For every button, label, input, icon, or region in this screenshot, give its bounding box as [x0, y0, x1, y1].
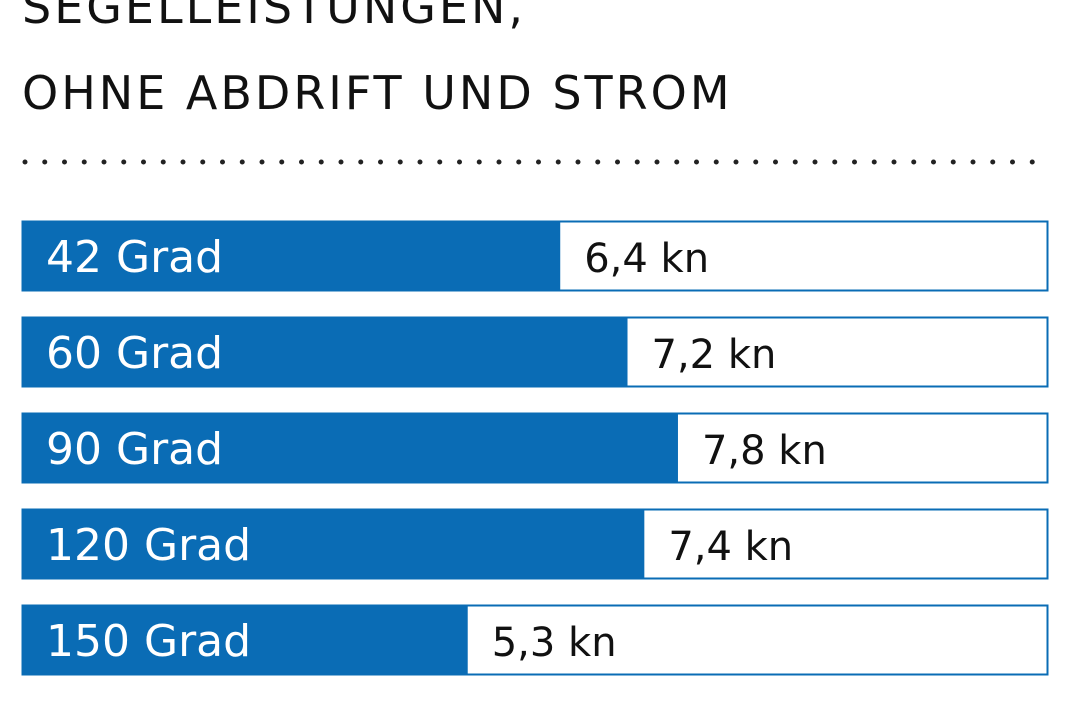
value-label: 7,2 kn — [652, 332, 777, 378]
value-label: 6,4 kn — [584, 236, 709, 282]
bar — [22, 317, 628, 387]
bar — [22, 605, 468, 675]
chart-title-line-2: OHNE ABDRIFT UND STROM — [22, 66, 733, 120]
value-label: 7,8 kn — [702, 428, 827, 474]
value-label: 7,4 kn — [668, 524, 793, 570]
dotted-divider — [22, 159, 1052, 165]
value-label: 5,3 kn — [492, 620, 617, 666]
category-label: 90 Grad — [46, 424, 223, 475]
category-label: 150 Grad — [46, 616, 251, 667]
category-label: 60 Grad — [46, 328, 223, 379]
bar — [22, 221, 561, 291]
bar — [22, 413, 678, 483]
category-label: 120 Grad — [46, 520, 251, 571]
bar — [22, 509, 645, 579]
chart-title-line-1: SEGELLEISTUNGEN, — [22, 0, 526, 34]
category-label: 42 Grad — [46, 232, 223, 283]
